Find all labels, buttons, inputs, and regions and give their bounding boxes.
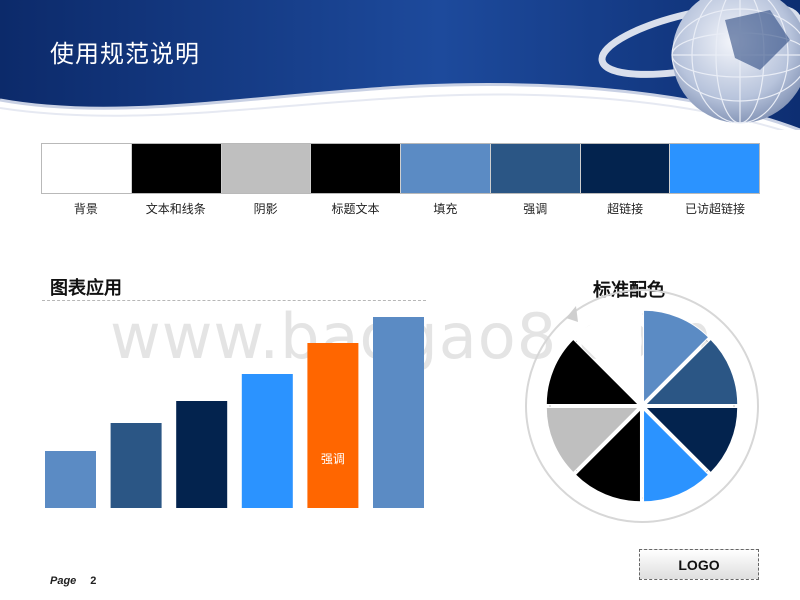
- chart-bar: [241, 374, 293, 508]
- color-swatch: [311, 144, 401, 193]
- page-number-value: 2: [90, 575, 97, 587]
- pie-dashed-outline: [549, 313, 735, 499]
- header-banner: [0, 0, 800, 130]
- color-swatch: [490, 144, 581, 193]
- pie-slice: [545, 338, 640, 405]
- chart-section-heading: 图表应用: [50, 278, 122, 299]
- logo-placeholder: LOGO: [639, 549, 759, 580]
- chart-bar: [307, 343, 359, 508]
- color-swatch-label: 强调: [523, 202, 548, 216]
- color-swatch-label: 文本和线条: [145, 202, 206, 216]
- color-swatch-label: 超链接: [607, 202, 644, 216]
- color-swatch: [670, 144, 759, 193]
- color-palette: [41, 143, 760, 194]
- pie-slice: [644, 407, 739, 474]
- pie-slice: [574, 408, 641, 503]
- color-swatch-label: 填充: [433, 202, 458, 216]
- pie-slice: [643, 408, 710, 503]
- pie-slice: [574, 309, 641, 404]
- chart-bar: [45, 451, 96, 508]
- chart-annotation: 强调: [321, 452, 345, 466]
- color-swatch: [42, 144, 132, 193]
- chart-bar: [110, 423, 162, 508]
- page-title: 使用规范说明: [50, 40, 200, 68]
- chart-bar: [373, 317, 424, 508]
- chart-divider: [42, 300, 426, 301]
- color-swatch-label: 背景: [73, 202, 98, 216]
- pie-slice: [545, 407, 640, 474]
- pie-slice: [643, 309, 710, 404]
- page-number: Page 2: [50, 575, 96, 587]
- color-swatch: [401, 144, 491, 193]
- color-swatch-label: 阴影: [253, 202, 278, 216]
- pie-outer-ring: [525, 289, 759, 523]
- pie-ring-arrow-icon: [566, 306, 578, 322]
- color-swatch: [580, 144, 671, 193]
- logo-text: LOGO: [678, 557, 720, 573]
- color-swatch-label: 标题文本: [331, 202, 380, 216]
- color-swatch-label: 已访超链接: [685, 202, 746, 216]
- color-palette-labels: 背景 文本和线条 阴影 标题文本 填充 强调 超链接 已访超链接: [41, 200, 760, 217]
- color-swatch: [131, 144, 222, 193]
- page-label: Page: [50, 575, 77, 587]
- color-swatch: [221, 144, 312, 193]
- pie-slice: [644, 338, 739, 405]
- chart-bar: [176, 401, 228, 508]
